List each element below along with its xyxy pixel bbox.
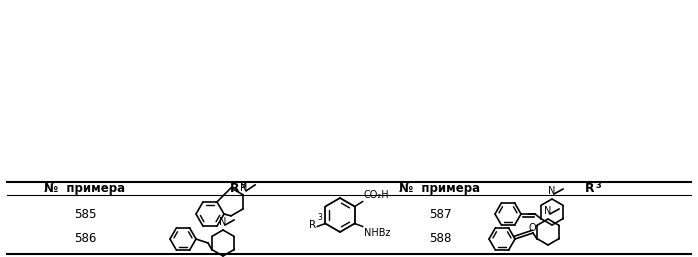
Text: N: N bbox=[549, 186, 556, 196]
Text: 3: 3 bbox=[595, 181, 601, 190]
Text: R: R bbox=[309, 221, 316, 231]
Text: R: R bbox=[230, 182, 240, 195]
Text: N: N bbox=[544, 206, 551, 216]
Text: R: R bbox=[585, 182, 595, 195]
Text: N: N bbox=[219, 217, 227, 227]
Text: 3: 3 bbox=[318, 214, 322, 223]
Text: 586: 586 bbox=[74, 233, 96, 245]
Text: O: O bbox=[528, 223, 536, 233]
Text: 3: 3 bbox=[240, 181, 246, 190]
Text: CO₂H: CO₂H bbox=[364, 189, 389, 199]
Text: 585: 585 bbox=[74, 207, 96, 221]
Text: N: N bbox=[240, 183, 248, 193]
Text: 588: 588 bbox=[429, 233, 451, 245]
Text: 587: 587 bbox=[429, 207, 451, 221]
Text: №  примера: № примера bbox=[399, 182, 480, 195]
Text: NHBz: NHBz bbox=[364, 227, 390, 237]
Text: №  примера: № примера bbox=[45, 182, 126, 195]
